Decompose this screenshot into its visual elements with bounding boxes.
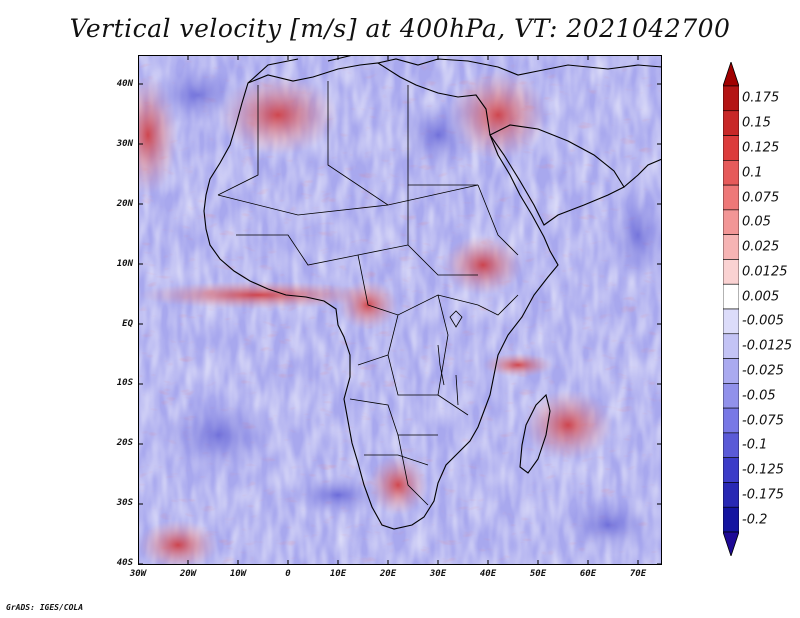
- colorbar-swatch: [723, 135, 739, 161]
- africa-coastline: [203, 62, 559, 530]
- map-frame: [138, 55, 662, 565]
- colorbar-swatch: [723, 85, 739, 112]
- colorbar-label: 0.0125: [742, 264, 788, 280]
- arabian-peninsula: [489, 124, 625, 226]
- colorbar-swatch: [723, 358, 739, 384]
- coastlines: [203, 55, 662, 530]
- colorbar-label: -0.075: [742, 413, 784, 428]
- colorbar-swatch: [723, 110, 739, 136]
- colorbar-swatch: [723, 432, 739, 458]
- colorbar-swatch: [723, 506, 739, 533]
- lon-label-10w: 10W: [229, 569, 247, 579]
- grads-credit: GrADS: IGES/COLA: [6, 603, 84, 612]
- lakes: [437, 310, 463, 406]
- colorbar-swatch: [723, 209, 739, 235]
- lat-label-40s: 40S: [116, 558, 133, 568]
- colorbar-top-arrow: [723, 62, 739, 87]
- lon-label-10e: 10E: [329, 569, 347, 579]
- colorbar-swatch: [723, 283, 739, 310]
- colorbar-label: 0.15: [742, 115, 771, 131]
- colorbar-swatch: [723, 259, 739, 285]
- lon-label-20w: 20W: [179, 569, 197, 579]
- colorbar-swatch: [723, 184, 739, 211]
- ascent-regions: [138, 70, 613, 565]
- lon-label-50e: 50E: [529, 569, 547, 579]
- lat-label-10n: 10N: [116, 259, 133, 269]
- colorbar-label: -0.125: [742, 462, 784, 478]
- colorbar-label: -0.005: [742, 313, 784, 329]
- lat-label-40n: 40N: [116, 79, 133, 89]
- colorbar-label: -0.175: [742, 487, 784, 503]
- lon-label-40e: 40E: [479, 569, 497, 579]
- lat-label-20n: 20N: [116, 199, 133, 209]
- tick-marks: [138, 55, 662, 565]
- chart-title: Vertical velocity [m/s] at 400hPa, VT: 2…: [69, 14, 731, 43]
- descent-regions: [148, 65, 662, 555]
- lon-label-0: 0: [285, 569, 291, 579]
- lon-label-60e: 60E: [579, 569, 597, 579]
- colorbar-label: -0.2: [742, 512, 768, 528]
- lon-label-30e: 30E: [429, 569, 447, 579]
- country-borders: [217, 81, 519, 506]
- asia-coast: [623, 158, 662, 188]
- vertical-velocity-map: [138, 55, 662, 565]
- colorbar-label: 0.075: [742, 190, 780, 205]
- colorbar-swatch: [723, 333, 739, 359]
- colorbar-swatch: [723, 308, 739, 335]
- colorbar-label: 0.025: [742, 239, 780, 255]
- colorbar-swatch: [723, 383, 739, 409]
- colorbar-label: 0.175: [742, 90, 780, 106]
- lat-label-20s: 20S: [116, 438, 133, 448]
- colorbar: [723, 62, 739, 556]
- colorbar-swatch: [723, 407, 739, 434]
- lat-label-10s: 10S: [116, 378, 133, 388]
- colorbar-swatches: [723, 85, 739, 533]
- colorbar-label: -0.05: [742, 388, 776, 404]
- lat-label-30s: 30S: [116, 498, 133, 508]
- colorbar-label: 0.05: [742, 214, 771, 230]
- lon-label-20e: 20E: [379, 569, 397, 579]
- colorbar-label: 0.005: [742, 289, 780, 305]
- colorbar-label: -0.1: [742, 437, 768, 453]
- lon-label-30w: 30W: [129, 569, 147, 579]
- colorbar-swatch: [723, 457, 739, 483]
- map-panel: [138, 55, 662, 565]
- lat-label-eq: EQ: [122, 319, 133, 329]
- colorbar-swatch: [723, 160, 739, 186]
- colorbar-label: -0.025: [742, 363, 784, 379]
- colorbar-bottom-arrow: [723, 531, 739, 556]
- lon-label-70e: 70E: [629, 569, 647, 579]
- colorbar-label: -0.0125: [742, 338, 793, 354]
- madagascar: [519, 393, 551, 474]
- colorbar-label: 0.125: [742, 140, 780, 156]
- colorbar-swatch: [723, 482, 739, 508]
- colorbar-swatch: [723, 234, 739, 260]
- colorbar-label: 0.1: [742, 165, 763, 181]
- lat-label-30n: 30N: [116, 139, 133, 149]
